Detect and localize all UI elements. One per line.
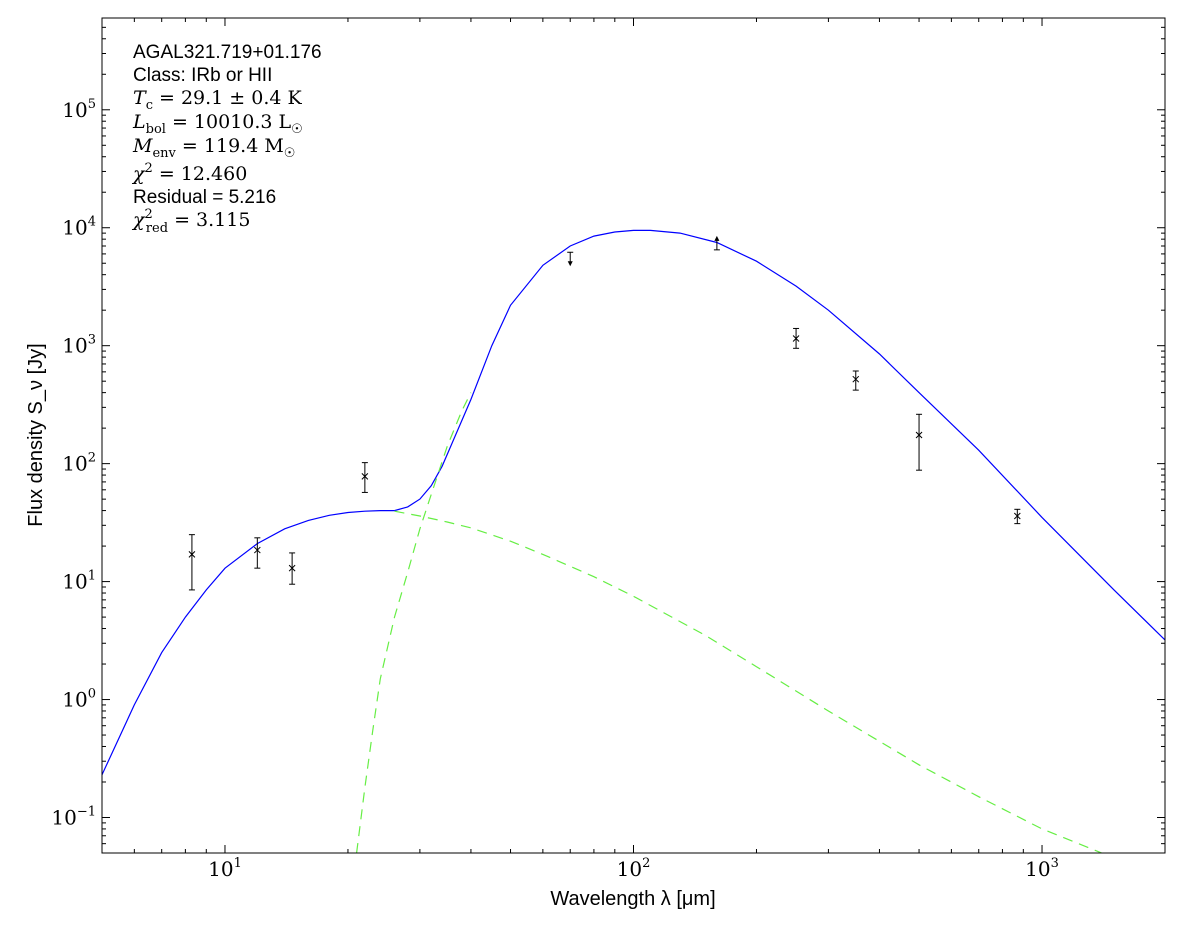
point-marker <box>253 546 261 554</box>
y-tick-label: 105 <box>62 97 96 122</box>
warm-component-line <box>394 510 1102 853</box>
plot-background <box>102 18 1165 853</box>
data-point <box>253 537 261 569</box>
limit-arrow <box>714 235 720 241</box>
tick-labels: 101 102 103 10−1 100 101 102 103 104 105 <box>51 97 1059 881</box>
limit-arrow <box>567 261 573 267</box>
x-tick-label: 103 <box>1025 856 1059 881</box>
y-tick-label: 100 <box>62 687 96 712</box>
residual-annotation: Residual = 5.216 <box>133 187 276 208</box>
point-marker <box>852 375 860 383</box>
data-point <box>361 462 369 493</box>
major-ticks <box>102 18 1165 853</box>
y-tick-label: 103 <box>62 333 96 358</box>
point-marker <box>915 431 923 439</box>
minor-ticks <box>102 18 1165 853</box>
upper-limit-point <box>567 251 574 267</box>
point-marker <box>361 473 369 480</box>
lbol-annotation: Lbol = 10010.3 L☉ <box>132 111 303 137</box>
data-point <box>915 413 923 471</box>
data-point <box>188 534 196 591</box>
point-marker <box>792 335 800 342</box>
source-name: AGAL321.719+01.176 <box>133 42 322 63</box>
class-label: Class: IRb or HII <box>133 65 272 86</box>
cold-component-line <box>356 392 472 853</box>
y-tick-label: 101 <box>62 569 96 594</box>
y-tick-label: 10−1 <box>51 804 96 829</box>
y-tick-label: 104 <box>62 215 96 240</box>
data-point <box>1013 508 1021 525</box>
x-axis-label: Wavelength λ [μm] <box>550 888 715 910</box>
point-marker <box>1013 512 1021 520</box>
series-layer <box>102 229 1165 853</box>
data-point <box>852 370 860 391</box>
points-layer <box>188 235 1021 591</box>
data-point <box>288 552 296 585</box>
y-axis-label: Flux density S_ν [Jy] <box>25 343 47 526</box>
point-marker <box>188 551 196 558</box>
chi2-annotation: χ2 = 12.460 <box>131 161 247 185</box>
point-marker <box>288 564 296 572</box>
annotation-block: AGAL321.719+01.176 Class: IRb or HII Tc … <box>131 42 322 236</box>
plot-frame <box>101 17 1166 854</box>
menv-annotation: Menv = 119.4 M☉ <box>132 135 295 161</box>
y-tick-label: 102 <box>62 451 96 476</box>
data-point <box>792 327 800 349</box>
chi2red-annotation: χ2 red = 3.115 <box>131 207 250 236</box>
total-model-line <box>102 229 1165 776</box>
lower-limit-point <box>713 235 720 251</box>
x-tick-label: 101 <box>208 856 242 881</box>
tc-annotation: Tc = 29.1 ± 0.4 K <box>133 87 303 113</box>
x-tick-label: 102 <box>617 856 651 881</box>
